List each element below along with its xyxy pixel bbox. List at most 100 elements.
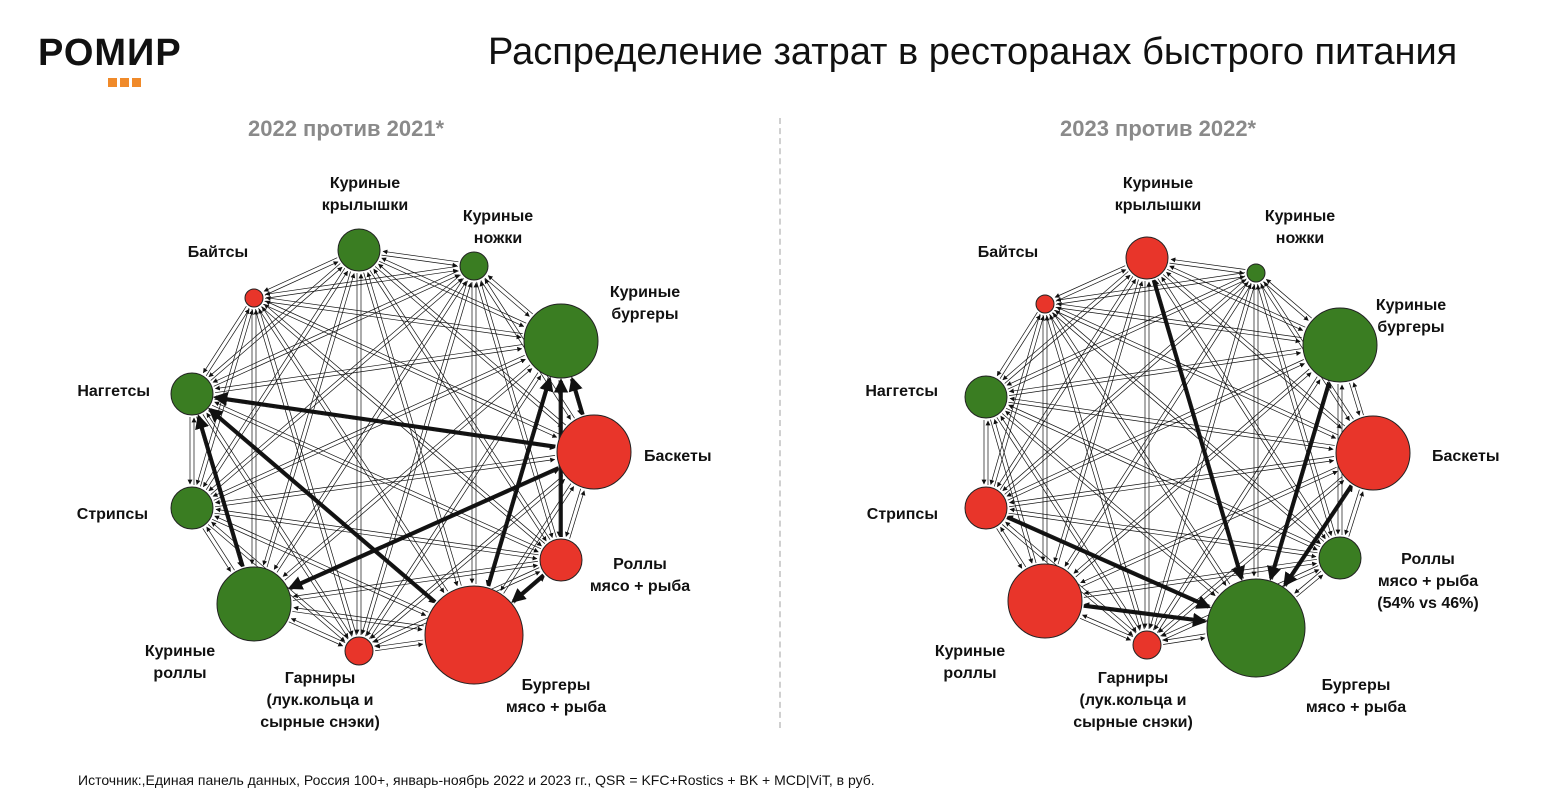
node-label-legs: Куриные ножки <box>1265 208 1335 247</box>
node-bites <box>1035 294 1055 314</box>
node-label-line: Куриные <box>145 643 215 660</box>
flow-arrow <box>206 526 235 571</box>
node-label-rolls_mf: Роллы мясо + рыба (54% vs 46%) <box>1377 551 1478 612</box>
flow-arrow <box>373 268 551 540</box>
node-label-line: Гарниры <box>1098 670 1168 687</box>
panel-title-right: 2023 против 2022* <box>1060 116 1257 141</box>
flow-arrow <box>1260 283 1336 536</box>
logo-dot <box>120 78 129 87</box>
node-burgers_mf <box>1206 578 1306 678</box>
flow-arrow <box>1157 379 1321 633</box>
flow-arrow <box>1266 278 1312 319</box>
flow-arrow <box>381 257 527 324</box>
node-label-bites: Байтсы <box>978 244 1038 261</box>
flow-arrow <box>375 642 424 652</box>
flow-arrow <box>1008 515 1211 606</box>
flow-arrow <box>1158 476 1343 633</box>
panel-title-left: 2022 против 2021* <box>248 116 445 141</box>
romir-logo: РОМИР <box>38 34 182 87</box>
flow-arrow <box>276 280 467 573</box>
flow-arrow <box>1075 372 1312 578</box>
flow-arrow <box>290 618 346 643</box>
node-label-chicken_rolls: Куриные роллы <box>145 643 215 682</box>
flow-arrow <box>999 314 1041 379</box>
node-bites <box>244 288 264 308</box>
flow-arrow <box>202 414 349 639</box>
flow-arrow <box>379 260 525 327</box>
flow-arrow <box>1163 633 1206 643</box>
node-label-line: Наггетсы <box>865 383 938 400</box>
flow-arrow <box>1008 348 1302 394</box>
node-strips <box>964 486 1008 530</box>
flow-arrow <box>1344 489 1360 535</box>
flow-arrow <box>265 268 458 299</box>
node-baskets <box>1335 415 1411 491</box>
flow-arrow <box>205 270 348 490</box>
flow-arrow <box>1083 558 1318 596</box>
flow-arrow <box>1170 257 1246 270</box>
node-label-line: Куриные <box>1265 208 1335 225</box>
flow-arrow <box>210 266 343 381</box>
flow-arrow <box>265 295 523 334</box>
flow-arrow <box>263 257 338 292</box>
flow-arrow <box>1008 401 1334 452</box>
page-title: Распределение затрат в ресторанах быстро… <box>488 31 1458 73</box>
node-label-line: мясо + рыба <box>590 578 690 595</box>
node-label-baskets: Баскеты <box>1432 448 1500 465</box>
logo-dots <box>108 74 144 92</box>
flow-arrow <box>265 300 560 435</box>
flow-arrow <box>1051 312 1321 545</box>
node-label-line: Бургеры <box>522 677 591 694</box>
flow-arrow <box>1080 466 1337 584</box>
node-nuggets <box>170 372 214 416</box>
flow-arrow <box>369 375 542 639</box>
flow-arrow <box>214 512 538 561</box>
flow-arrow <box>1055 269 1127 302</box>
node-label-burgers_mf: Бургеры мясо + рыба <box>1306 677 1406 716</box>
flow-arrow <box>212 270 459 383</box>
flow-arrow <box>1054 310 1337 439</box>
node-label-line: (лук.кольца и <box>1079 692 1186 709</box>
edges-left <box>187 249 586 652</box>
node-label-legs: Куриные ножки <box>463 208 533 247</box>
flow-arrow <box>993 315 1045 487</box>
flow-arrow <box>1167 268 1304 331</box>
node-label-line: мясо + рыба <box>1378 573 1478 590</box>
flow-arrow <box>485 377 549 586</box>
flow-arrow <box>1000 526 1027 568</box>
flow-arrow <box>1272 383 1332 580</box>
flow-arrow <box>205 308 250 376</box>
node-label-sides: Гарниры (лук.кольца и сырные снэки) <box>1073 670 1193 731</box>
flow-arrow <box>258 308 357 636</box>
flow-arrow <box>999 278 1136 490</box>
flow-arrow <box>284 368 533 581</box>
flow-arrow <box>1056 272 1245 303</box>
flow-arrow <box>1163 636 1206 645</box>
flow-arrow <box>1056 274 1245 305</box>
flow-arrow <box>210 278 463 495</box>
edges-right <box>981 257 1364 645</box>
flow-arrow <box>484 277 530 317</box>
node-legs <box>1246 263 1266 283</box>
flow-arrow <box>1056 306 1339 436</box>
flow-arrow <box>1008 404 1321 547</box>
flow-arrow <box>1079 617 1132 641</box>
node-label-line: мясо + рыба <box>506 699 606 716</box>
flow-arrow <box>990 419 1034 564</box>
node-label-line: Куриные <box>330 175 400 192</box>
node-label-line: Байтсы <box>978 244 1038 261</box>
node-label-line: ножки <box>474 230 522 247</box>
flow-arrow <box>214 401 541 550</box>
strong-flow-arrow <box>1283 484 1353 588</box>
strong-flow-arrow <box>212 391 556 449</box>
flow-arrow <box>260 306 542 547</box>
logo-dot <box>108 78 117 87</box>
flow-arrow <box>263 304 558 438</box>
flow-arrow <box>1049 314 1145 630</box>
flow-arrow <box>1055 307 1301 344</box>
flow-arrow <box>282 364 531 577</box>
flow-arrow <box>213 274 460 387</box>
flow-arrow <box>370 475 564 639</box>
node-label-line: Баскеты <box>1432 448 1500 465</box>
strong-flow-arrow <box>1006 515 1212 609</box>
